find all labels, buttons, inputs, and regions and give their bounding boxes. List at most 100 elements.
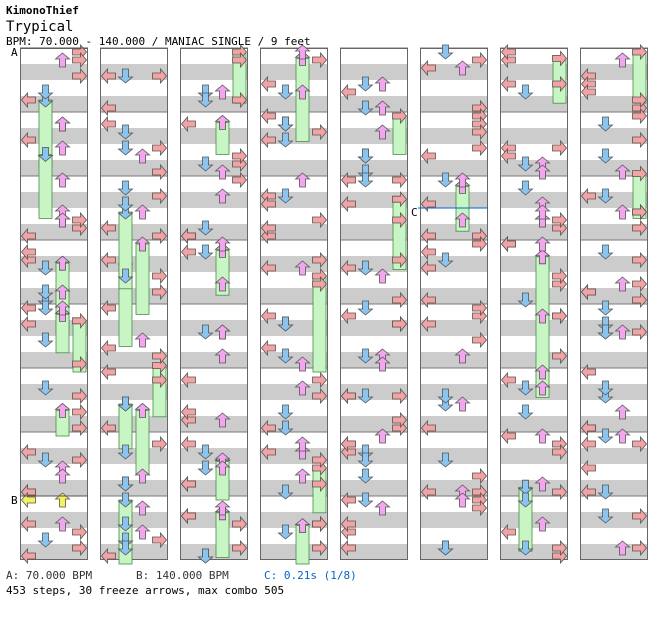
step-arrow-right <box>72 403 88 421</box>
step-arrow-left <box>100 115 116 133</box>
step-arrow-up <box>454 212 471 228</box>
step-arrow-left <box>340 539 356 557</box>
marker-label: C <box>411 206 418 219</box>
step-arrow-right <box>392 107 408 125</box>
step-arrow-right <box>152 267 168 285</box>
step-arrow-up <box>374 124 391 140</box>
step-arrow-left <box>100 547 116 565</box>
freeze-arrow <box>38 153 53 219</box>
step-arrow-left <box>340 259 356 277</box>
step-arrow-left <box>340 307 356 325</box>
step-arrow-right <box>232 147 248 165</box>
step-arrow-up <box>214 460 231 476</box>
step-arrow-right <box>472 235 488 253</box>
stop-c-legend: C: 0.21s (1/8) <box>264 569 357 582</box>
step-arrow-right <box>152 227 168 245</box>
step-arrow-left <box>100 99 116 117</box>
step-arrow-right <box>152 531 168 549</box>
step-arrow-right <box>152 347 168 365</box>
step-arrow-down <box>117 180 134 196</box>
step-arrow-left <box>420 227 436 245</box>
step-arrow-up <box>214 84 231 100</box>
step-arrow-right <box>152 139 168 157</box>
step-arrow-down <box>597 188 614 204</box>
step-arrow-up <box>534 204 551 220</box>
step-arrow-up <box>54 255 71 271</box>
step-arrow-up <box>534 516 551 532</box>
step-arrow-left <box>340 387 356 405</box>
step-arrow-down <box>277 84 294 100</box>
step-arrow-up <box>294 260 311 276</box>
step-arrow-right <box>312 371 328 389</box>
step-arrow-left <box>580 419 596 437</box>
step-arrow-up <box>294 380 311 396</box>
step-arrow-right <box>472 467 488 485</box>
step-arrow-right <box>392 171 408 189</box>
step-arrow-right <box>552 347 568 365</box>
step-arrow-right <box>312 275 328 293</box>
step-arrow-down <box>357 348 374 364</box>
step-arrow-right <box>552 483 568 501</box>
step-arrow-up <box>134 524 151 540</box>
step-arrow-right <box>472 123 488 141</box>
step-arrow-down <box>437 44 454 60</box>
step-arrow-right <box>632 43 648 61</box>
step-arrow-left <box>340 195 356 213</box>
step-arrow-down <box>277 316 294 332</box>
step-arrow-left <box>260 443 276 461</box>
step-arrow-left <box>180 507 196 525</box>
step-arrow-down <box>357 492 374 508</box>
step-arrow-right <box>72 419 88 437</box>
step-arrow-left <box>260 195 276 213</box>
step-arrow-up <box>214 500 231 516</box>
step-arrow-right <box>552 139 568 157</box>
step-arrow-left <box>420 419 436 437</box>
step-arrow-up <box>134 332 151 348</box>
step-arrow-left <box>20 299 36 317</box>
step-arrow-down <box>597 244 614 260</box>
step-arrow-up <box>134 468 151 484</box>
step-arrow-left <box>500 147 516 165</box>
step-arrow-down <box>597 508 614 524</box>
step-arrow-down <box>357 148 374 164</box>
step-arrow-down <box>197 444 214 460</box>
step-arrow-up <box>294 436 311 452</box>
step-arrow-left <box>100 251 116 269</box>
step-arrow-left <box>100 419 116 437</box>
step-arrow-up <box>454 348 471 364</box>
step-arrow-left <box>20 243 36 261</box>
step-arrow-right <box>152 283 168 301</box>
step-arrow-up <box>614 324 631 340</box>
step-arrow-down <box>517 404 534 420</box>
step-arrow-down <box>197 92 214 108</box>
freeze-arrow <box>632 51 647 104</box>
step-arrow-up <box>614 428 631 444</box>
freeze-arrow <box>312 275 327 373</box>
step-arrow-down <box>117 140 134 156</box>
step-arrow-left <box>180 115 196 133</box>
step-arrow-down <box>597 484 614 500</box>
step-arrow-up <box>454 492 471 508</box>
step-arrow-left <box>580 435 596 453</box>
step-arrow-down <box>277 188 294 204</box>
step-arrow-up <box>134 500 151 516</box>
step-arrow-right <box>392 387 408 405</box>
step-arrow-up <box>134 204 151 220</box>
step-arrow-right <box>632 165 648 182</box>
step-arrow-down <box>117 444 134 460</box>
step-arrow-up <box>54 516 71 532</box>
step-arrow-down <box>357 300 374 316</box>
step-arrow-down <box>197 84 214 100</box>
step-arrow-left <box>420 147 436 165</box>
step-arrow-left <box>260 107 276 125</box>
freeze-arrow <box>152 365 167 418</box>
step-arrow-up <box>534 428 551 444</box>
step-arrow-left <box>580 363 596 381</box>
step-arrow-right <box>632 507 648 525</box>
step-arrow-down <box>357 76 374 92</box>
step-arrow-left <box>180 227 196 245</box>
step-arrow-down <box>437 540 454 556</box>
step-arrow-right <box>72 67 88 85</box>
step-arrow-down <box>197 324 214 340</box>
step-arrow-left <box>260 307 276 325</box>
